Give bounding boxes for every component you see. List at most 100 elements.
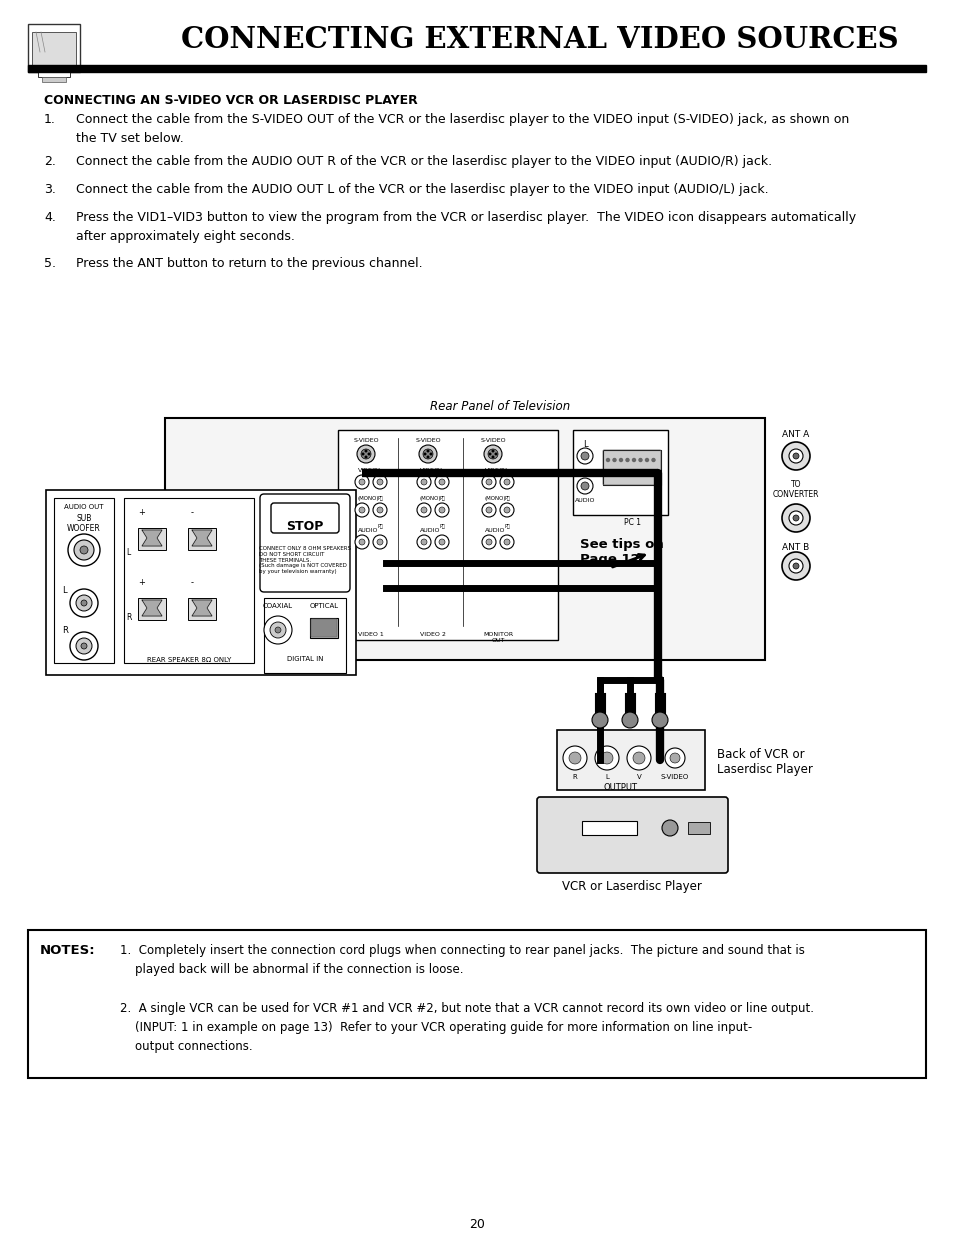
Circle shape: [618, 471, 622, 473]
Bar: [138, 529, 166, 550]
Bar: [28, 23, 80, 72]
Text: V: V: [636, 774, 640, 781]
Text: ANT A: ANT A: [781, 430, 809, 438]
Circle shape: [495, 453, 497, 454]
Bar: [38, 69, 70, 77]
Text: AUDIO: AUDIO: [357, 529, 378, 534]
Text: P⑳: P⑳: [504, 496, 510, 501]
Circle shape: [76, 595, 91, 611]
Circle shape: [788, 511, 802, 525]
Circle shape: [481, 475, 496, 489]
Circle shape: [595, 746, 618, 769]
Text: VIDEO 2: VIDEO 2: [419, 632, 445, 637]
Text: CONNECT ONLY 8 OHM SPEAKERS
DO NOT SHORT CIRCUIT
THESE TERMINALS.
(Such damage i: CONNECT ONLY 8 OHM SPEAKERS DO NOT SHORT…: [258, 546, 351, 574]
Circle shape: [360, 450, 371, 459]
Circle shape: [489, 453, 490, 454]
Circle shape: [416, 535, 431, 550]
Circle shape: [661, 820, 678, 836]
Bar: [310, 618, 337, 638]
Circle shape: [492, 456, 494, 458]
Circle shape: [485, 479, 492, 485]
Circle shape: [81, 643, 87, 650]
Circle shape: [416, 475, 431, 489]
Circle shape: [438, 538, 444, 545]
Circle shape: [499, 475, 514, 489]
Circle shape: [416, 503, 431, 517]
Circle shape: [74, 540, 94, 559]
Circle shape: [358, 479, 365, 485]
Circle shape: [362, 453, 363, 454]
Bar: [602, 450, 660, 485]
Circle shape: [632, 471, 635, 473]
Circle shape: [70, 632, 98, 659]
Circle shape: [781, 552, 809, 580]
Bar: [264, 598, 346, 673]
Text: 2.: 2.: [44, 156, 56, 168]
Circle shape: [80, 546, 88, 555]
Circle shape: [592, 713, 607, 727]
Bar: [32, 32, 76, 68]
Circle shape: [422, 450, 433, 459]
Text: AUDIO: AUDIO: [484, 529, 505, 534]
Circle shape: [485, 538, 492, 545]
Circle shape: [274, 627, 281, 634]
Text: Y: Y: [502, 468, 506, 473]
Text: 4.: 4.: [44, 211, 56, 224]
Circle shape: [424, 453, 425, 454]
Circle shape: [651, 471, 655, 473]
Text: VIDEO: VIDEO: [419, 468, 439, 473]
Bar: [54, 498, 113, 663]
Text: Connect the cable from the AUDIO OUT R of the VCR or the laserdisc player to the: Connect the cable from the AUDIO OUT R o…: [76, 156, 771, 168]
Circle shape: [420, 538, 427, 545]
Circle shape: [485, 508, 492, 513]
Circle shape: [792, 563, 799, 569]
Text: AUDIO: AUDIO: [574, 498, 595, 503]
Circle shape: [645, 458, 648, 462]
Polygon shape: [192, 530, 212, 546]
Circle shape: [76, 638, 91, 655]
Circle shape: [625, 458, 628, 462]
Circle shape: [606, 458, 609, 462]
Text: (MONO): (MONO): [357, 496, 379, 501]
Circle shape: [355, 475, 369, 489]
Text: AUDIO: AUDIO: [419, 529, 440, 534]
Circle shape: [481, 503, 496, 517]
Text: L: L: [62, 585, 67, 595]
Circle shape: [435, 535, 449, 550]
Bar: [42, 77, 66, 82]
Text: 20: 20: [469, 1218, 484, 1231]
Text: P⑳: P⑳: [439, 496, 445, 501]
Text: MONITOR
OUT: MONITOR OUT: [482, 632, 513, 642]
Circle shape: [499, 535, 514, 550]
Bar: [573, 430, 667, 515]
Circle shape: [562, 746, 586, 769]
Circle shape: [418, 445, 436, 463]
Circle shape: [355, 503, 369, 517]
Circle shape: [600, 752, 613, 764]
Circle shape: [70, 589, 98, 618]
Bar: [557, 730, 704, 790]
Text: ANT B: ANT B: [781, 543, 809, 552]
Circle shape: [68, 534, 100, 566]
Circle shape: [503, 538, 510, 545]
Circle shape: [639, 458, 641, 462]
Text: DIGITAL IN: DIGITAL IN: [287, 656, 323, 662]
Text: L: L: [604, 774, 608, 781]
Circle shape: [365, 456, 366, 458]
Text: 2.  A single VCR can be used for VCR #1 and VCR #2, but note that a VCR cannot r: 2. A single VCR can be used for VCR #1 a…: [120, 1002, 813, 1053]
Text: NOTES:: NOTES:: [40, 944, 95, 957]
Text: +: +: [138, 508, 145, 517]
Circle shape: [420, 479, 427, 485]
Bar: [165, 417, 764, 659]
Circle shape: [645, 471, 648, 473]
Circle shape: [373, 475, 387, 489]
Circle shape: [368, 453, 370, 454]
Text: REAR SPEAKER 8Ω ONLY: REAR SPEAKER 8Ω ONLY: [147, 657, 231, 663]
Text: SUB
WOOFER: SUB WOOFER: [67, 514, 101, 534]
Text: S-VIDEO: S-VIDEO: [660, 774, 688, 781]
Circle shape: [499, 503, 514, 517]
Circle shape: [669, 753, 679, 763]
FancyBboxPatch shape: [311, 619, 336, 637]
Circle shape: [264, 616, 292, 643]
Circle shape: [373, 535, 387, 550]
